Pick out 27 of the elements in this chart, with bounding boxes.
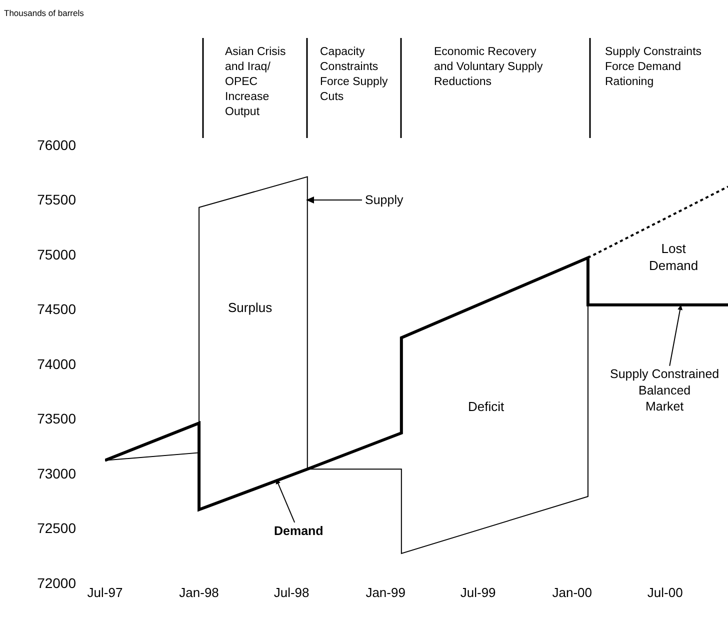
- annotation: Deficit: [468, 399, 505, 414]
- x-tick-label: Jan-00: [552, 585, 592, 600]
- y-tick-label: 76000: [37, 136, 76, 153]
- y-tick-label: 75500: [37, 192, 76, 208]
- y-tick-label: 74000: [37, 356, 76, 372]
- x-tick-label: Jul-97: [87, 585, 123, 600]
- text: Supply Constraints Force Demand Rationing: [605, 46, 702, 88]
- x-tick-label: Jul-99: [460, 585, 496, 600]
- y-tick-label: 75000: [37, 246, 76, 262]
- annotation: Lost Demand: [649, 241, 698, 273]
- x-tick-label: Jan-98: [179, 585, 219, 600]
- y-tick-label: 72000: [37, 574, 76, 591]
- text: Economic Recovery and Voluntary Supply Reductions: [434, 46, 543, 88]
- x-tick-label: Jul-00: [647, 585, 683, 600]
- annotation: Surplus: [228, 300, 273, 315]
- y-tick-label: 73500: [37, 410, 76, 427]
- annotation: Supply: [365, 193, 404, 207]
- annotation: Supply Constrained Balanced Market: [610, 367, 720, 414]
- text: Thousands of barrels: [4, 8, 84, 18]
- x-tick-label: Jan-99: [366, 585, 406, 600]
- text: Asian Crisis and Iraq/ OPEC Increase Output: [225, 46, 286, 118]
- text: Capacity Constraints Force Supply Cuts: [320, 46, 388, 103]
- y-tick-label: 74500: [37, 301, 76, 318]
- y-tick-label: 72500: [37, 520, 76, 536]
- annotation: Demand: [274, 524, 324, 538]
- y-tick-label: 73000: [37, 465, 76, 482]
- x-tick-label: Jul-98: [274, 585, 310, 600]
